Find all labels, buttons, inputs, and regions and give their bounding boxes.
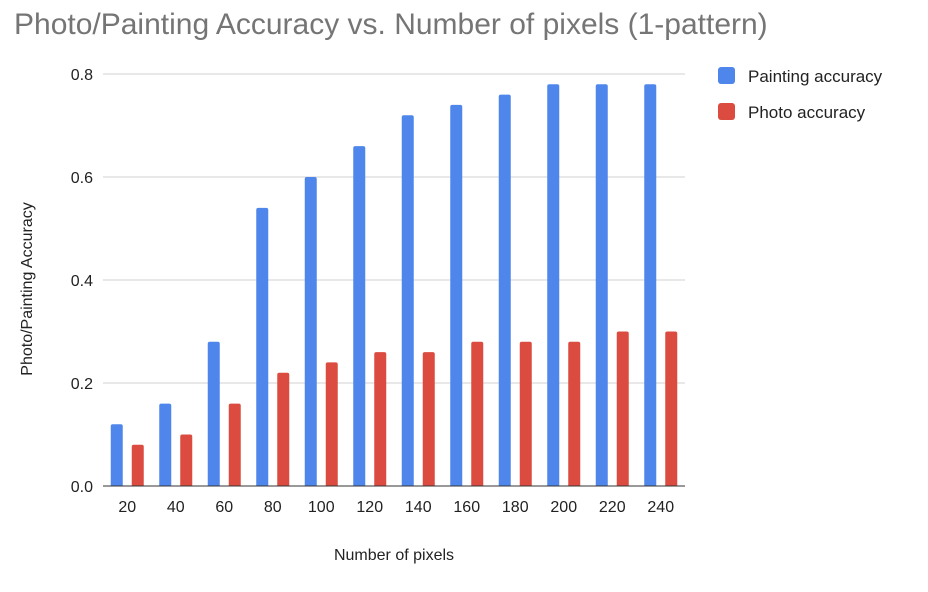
painting-accuracy-bar xyxy=(450,104,463,487)
bars xyxy=(110,84,678,487)
x-tick-label: 60 xyxy=(215,499,233,516)
legend-swatch xyxy=(718,67,735,84)
x-tick-label: 80 xyxy=(264,499,282,516)
painting-accuracy-bar xyxy=(547,84,560,487)
painting-accuracy-bar xyxy=(159,403,172,486)
x-tick-label: 200 xyxy=(550,499,577,516)
y-tick-label: 0.0 xyxy=(71,479,93,496)
x-tick-label: 40 xyxy=(167,499,185,516)
photo-accuracy-bar xyxy=(374,352,387,486)
x-tick-label: 240 xyxy=(647,499,674,516)
painting-accuracy-bar xyxy=(304,177,317,486)
photo-accuracy-bar xyxy=(665,331,678,486)
painting-accuracy-bar xyxy=(353,146,366,486)
painting-accuracy-bar xyxy=(256,207,269,486)
legend: Painting accuracy Photo accuracy xyxy=(718,67,883,122)
photo-accuracy-bar xyxy=(325,362,338,486)
gridlines xyxy=(103,73,685,384)
chart-title: Photo/Painting Accuracy vs. Number of pi… xyxy=(14,8,768,41)
x-tick-label: 120 xyxy=(356,499,383,516)
y-tick-label: 0.4 xyxy=(71,273,93,290)
y-tick-label: 0.6 xyxy=(71,170,93,187)
photo-accuracy-bar xyxy=(471,341,484,486)
painting-accuracy-bar xyxy=(595,84,608,487)
painting-accuracy-bar xyxy=(644,84,657,487)
x-tick-label: 220 xyxy=(599,499,626,516)
y-axis-label: Photo/Painting Accuracy xyxy=(19,202,36,375)
photo-accuracy-bar xyxy=(228,403,241,486)
legend-label: Photo accuracy xyxy=(748,103,866,122)
y-axis-ticks: 0.0 0.2 0.4 0.6 0.8 xyxy=(71,67,93,496)
x-axis-ticks: 20 40 60 80 100 120 140 160 180 200 220 240 xyxy=(118,499,674,516)
photo-accuracy-bar xyxy=(131,444,144,486)
painting-accuracy-bar xyxy=(401,115,414,486)
photo-accuracy-bar xyxy=(422,352,435,486)
painting-accuracy-bar xyxy=(498,94,511,486)
photo-accuracy-bar xyxy=(519,341,532,486)
y-tick-label: 0.2 xyxy=(71,376,93,393)
photo-accuracy-bar xyxy=(277,372,290,486)
photo-accuracy-bar xyxy=(568,341,581,486)
y-tick-label: 0.8 xyxy=(71,67,93,84)
x-tick-label: 100 xyxy=(308,499,335,516)
x-tick-label: 180 xyxy=(502,499,529,516)
x-tick-label: 160 xyxy=(453,499,480,516)
painting-accuracy-bar xyxy=(110,424,123,486)
legend-label: Painting accuracy xyxy=(748,67,883,86)
painting-accuracy-bar xyxy=(207,341,220,486)
x-tick-label: 140 xyxy=(405,499,432,516)
photo-accuracy-bar xyxy=(180,434,193,486)
photo-accuracy-bar xyxy=(616,331,629,486)
x-axis-label: Number of pixels xyxy=(334,547,454,564)
legend-swatch xyxy=(718,103,735,120)
x-tick-label: 20 xyxy=(118,499,136,516)
